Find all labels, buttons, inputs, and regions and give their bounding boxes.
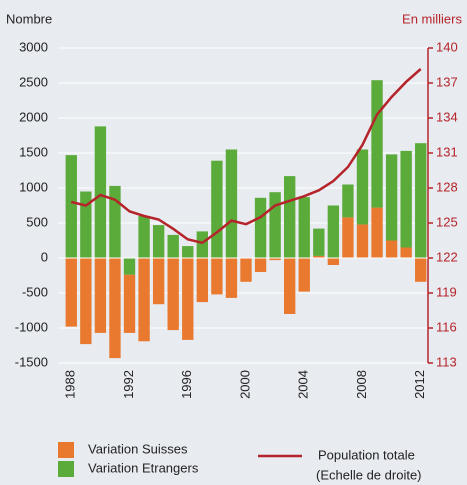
bar <box>167 258 179 331</box>
bar <box>152 258 165 305</box>
bar <box>80 258 92 345</box>
line <box>70 68 422 245</box>
y2-tick-label: 125 <box>436 214 458 229</box>
legend-swatch <box>58 442 74 458</box>
bar <box>109 185 121 258</box>
bar <box>182 246 194 258</box>
bar <box>211 258 223 295</box>
bar <box>327 205 340 258</box>
bar <box>327 258 340 265</box>
y2-tick-label: 122 <box>436 249 458 264</box>
bar <box>152 225 165 258</box>
bar <box>284 258 296 314</box>
x-tick-label: 1996 <box>179 370 194 399</box>
bar <box>109 258 121 359</box>
bar <box>167 234 179 258</box>
bar <box>415 258 427 282</box>
y-tick-label: 1500 <box>19 144 48 159</box>
bar <box>385 154 398 241</box>
y-tick-label: 3000 <box>19 39 48 54</box>
x-tick-label: 2008 <box>354 370 369 399</box>
bar <box>385 240 398 258</box>
bar <box>196 231 208 258</box>
bar <box>123 258 136 275</box>
bar <box>284 176 296 258</box>
y2-axis-label: En milliers <box>402 11 462 26</box>
bar <box>400 150 412 248</box>
y-tick-label: -1500 <box>15 354 48 369</box>
bar <box>298 258 310 292</box>
bar <box>313 255 325 258</box>
bar <box>356 149 369 225</box>
y-tick-label: 500 <box>26 214 48 229</box>
bar <box>225 258 238 298</box>
y2-tick-label: 134 <box>436 109 458 124</box>
bar <box>356 224 369 258</box>
y-axis-label: Nombre <box>6 11 52 26</box>
y-tick-label: 2500 <box>19 74 48 89</box>
y2-tick-label: 113 <box>436 354 457 369</box>
x-tick-label: 1992 <box>121 370 136 399</box>
bar <box>94 258 107 333</box>
bar <box>196 258 208 303</box>
bar <box>65 258 77 327</box>
bar <box>400 247 412 258</box>
bar <box>240 258 252 282</box>
bar <box>80 191 92 258</box>
bar <box>298 197 310 258</box>
y-tick-label: 1000 <box>19 179 48 194</box>
legend-swatch <box>58 461 74 477</box>
y-tick-label: -1000 <box>15 319 48 334</box>
bar <box>254 197 267 258</box>
bar <box>182 258 194 340</box>
y2-tick-label: 116 <box>436 319 457 334</box>
y2-tick-label: 131 <box>436 144 458 159</box>
bar <box>138 216 150 258</box>
bar <box>342 184 354 218</box>
bar <box>269 192 281 258</box>
legend-note: (Echelle de droite) <box>316 467 422 482</box>
bar <box>211 160 223 258</box>
legend-label: Variation Etrangers <box>88 460 199 475</box>
bar <box>342 217 354 258</box>
bar <box>138 258 150 342</box>
x-tick-label: 1988 <box>63 370 78 399</box>
legend-label: Variation Suisses <box>88 441 188 456</box>
bar <box>313 228 325 256</box>
bar <box>123 274 136 333</box>
x-tick-label: 2000 <box>237 370 252 399</box>
x-tick-label: 2012 <box>412 370 427 399</box>
y2-tick-label: 119 <box>436 284 457 299</box>
y2-tick-label: 128 <box>436 179 458 194</box>
y2-tick-label: 137 <box>436 74 458 89</box>
y-tick-label: 0 <box>41 249 48 264</box>
y2-tick-label: 140 <box>436 39 458 54</box>
x-tick-label: 2004 <box>296 370 311 399</box>
bar <box>254 258 267 272</box>
bar <box>65 155 77 258</box>
legend-label: Population totale <box>318 447 415 462</box>
y-tick-label: -500 <box>22 284 48 299</box>
bar <box>269 258 281 261</box>
y-tick-label: 2000 <box>19 109 48 124</box>
bar <box>225 149 238 258</box>
bar <box>94 126 107 259</box>
bar <box>371 80 383 208</box>
bar <box>415 143 427 258</box>
bar <box>371 207 383 258</box>
